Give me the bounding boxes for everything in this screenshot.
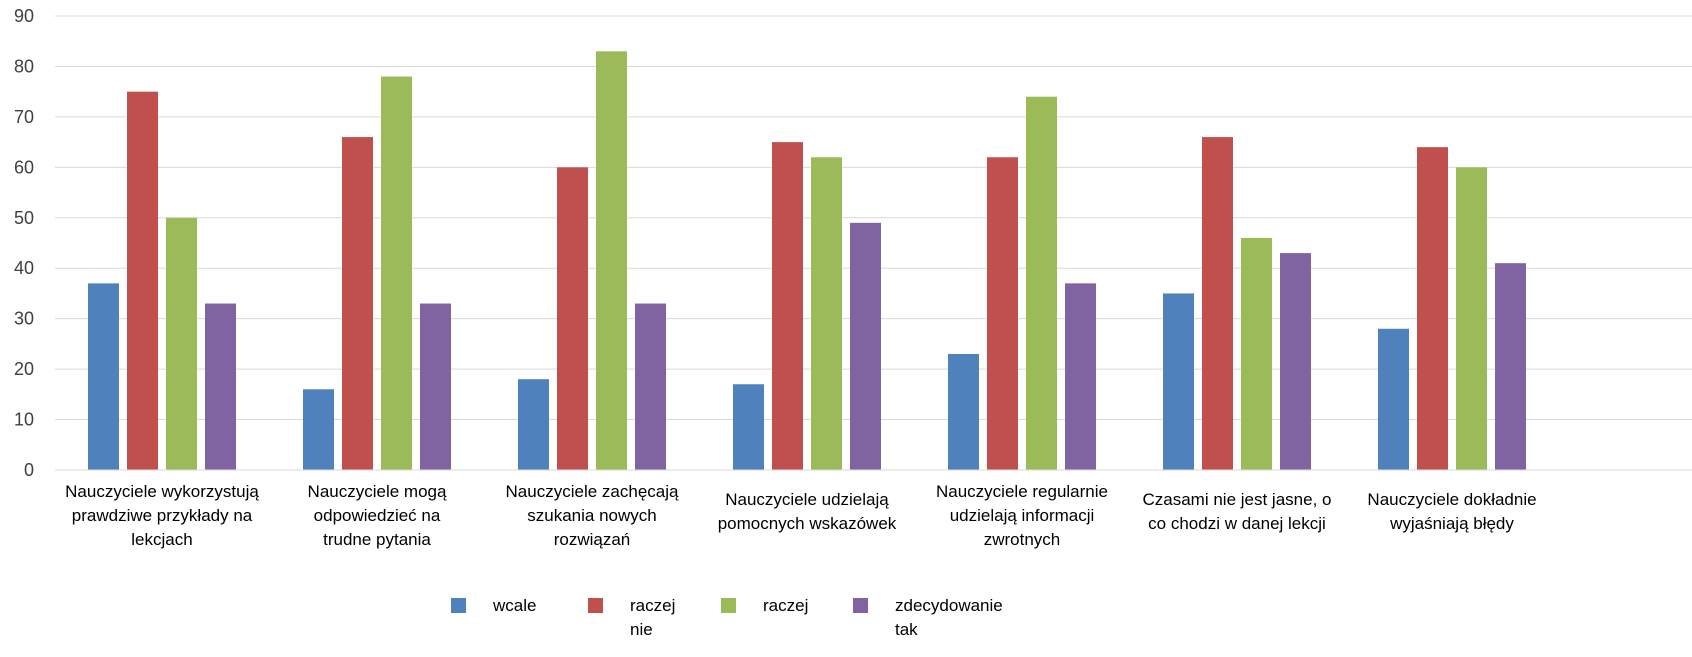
bar bbox=[1378, 328, 1409, 470]
bar bbox=[772, 142, 803, 470]
category-label: Nauczyciele wykorzystują bbox=[65, 482, 259, 501]
bar bbox=[948, 353, 979, 470]
bar bbox=[557, 167, 588, 471]
bar bbox=[1065, 283, 1096, 470]
legend-label: zdecydowanie bbox=[895, 596, 1003, 615]
gridlines bbox=[55, 15, 1692, 421]
y-tick-label: 90 bbox=[14, 6, 34, 26]
bar bbox=[420, 303, 451, 470]
legend-swatch bbox=[451, 598, 466, 613]
category-label: trudne pytania bbox=[323, 530, 431, 549]
bar bbox=[1495, 263, 1526, 470]
bars bbox=[88, 51, 1526, 471]
category-label: odpowiedzieć na bbox=[314, 506, 441, 525]
legend: wcale raczej nie raczej zdecydowanie tak bbox=[451, 596, 1003, 639]
bar bbox=[1280, 253, 1311, 470]
legend-swatch bbox=[721, 598, 736, 613]
category-label: prawdziwe przykłady na bbox=[72, 506, 253, 525]
legend-label: tak bbox=[895, 620, 918, 639]
legend-label: raczej bbox=[763, 596, 808, 615]
y-tick-label: 80 bbox=[14, 56, 34, 76]
bar bbox=[733, 384, 764, 470]
bar bbox=[205, 303, 236, 470]
bar bbox=[166, 217, 197, 470]
category-label: lekcjach bbox=[131, 530, 192, 549]
category-label: co chodzi w danej lekcji bbox=[1148, 514, 1326, 533]
bar bbox=[1163, 293, 1194, 470]
category-label: Czasami nie jest jasne, o bbox=[1143, 490, 1332, 509]
bar bbox=[342, 137, 373, 471]
legend-label: raczej bbox=[630, 596, 675, 615]
bar bbox=[127, 91, 158, 471]
category-label: szukania nowych bbox=[527, 506, 656, 525]
bar bbox=[88, 283, 119, 470]
y-tick-label: 60 bbox=[14, 157, 34, 177]
bar bbox=[1417, 147, 1448, 470]
y-tick-label: 20 bbox=[14, 359, 34, 379]
category-label: wyjaśniają błędy bbox=[1389, 514, 1514, 533]
bar bbox=[1456, 167, 1487, 471]
category-label: Nauczyciele udzielają bbox=[725, 490, 889, 509]
legend-label: nie bbox=[630, 620, 653, 639]
category-label: Nauczyciele zachęcają bbox=[506, 482, 679, 501]
bar bbox=[303, 389, 334, 470]
y-tick-label: 0 bbox=[24, 460, 34, 480]
category-label: Nauczyciele dokładnie bbox=[1367, 490, 1536, 509]
bar bbox=[635, 303, 666, 470]
legend-swatch bbox=[588, 598, 603, 613]
y-axis-ticks: 0 10 20 30 40 50 60 70 80 90 bbox=[14, 6, 34, 480]
bar bbox=[1026, 96, 1057, 470]
y-tick-label: 10 bbox=[14, 410, 34, 430]
bar bbox=[987, 157, 1018, 470]
bar bbox=[850, 222, 881, 470]
category-label: zwrotnych bbox=[984, 530, 1061, 549]
category-labels: Nauczyciele wykorzystują prawdziwe przykł… bbox=[65, 482, 1536, 549]
y-tick-label: 40 bbox=[14, 258, 34, 278]
y-tick-label: 30 bbox=[14, 309, 34, 329]
bar bbox=[381, 76, 412, 471]
category-label: Nauczyciele regularnie bbox=[936, 482, 1108, 501]
legend-label: wcale bbox=[492, 596, 536, 615]
bar bbox=[1202, 137, 1233, 471]
category-label: udzielają informacji bbox=[950, 506, 1095, 525]
y-tick-label: 70 bbox=[14, 107, 34, 127]
bar bbox=[1241, 237, 1272, 470]
bar bbox=[811, 157, 842, 470]
category-label: Nauczyciele mogą bbox=[308, 482, 447, 501]
category-label: rozwiązań bbox=[554, 530, 631, 549]
y-tick-label: 50 bbox=[14, 208, 34, 228]
bar bbox=[518, 379, 549, 470]
legend-swatch bbox=[853, 598, 868, 613]
bar bbox=[596, 51, 627, 471]
category-label: pomocnych wskazówek bbox=[718, 514, 897, 533]
